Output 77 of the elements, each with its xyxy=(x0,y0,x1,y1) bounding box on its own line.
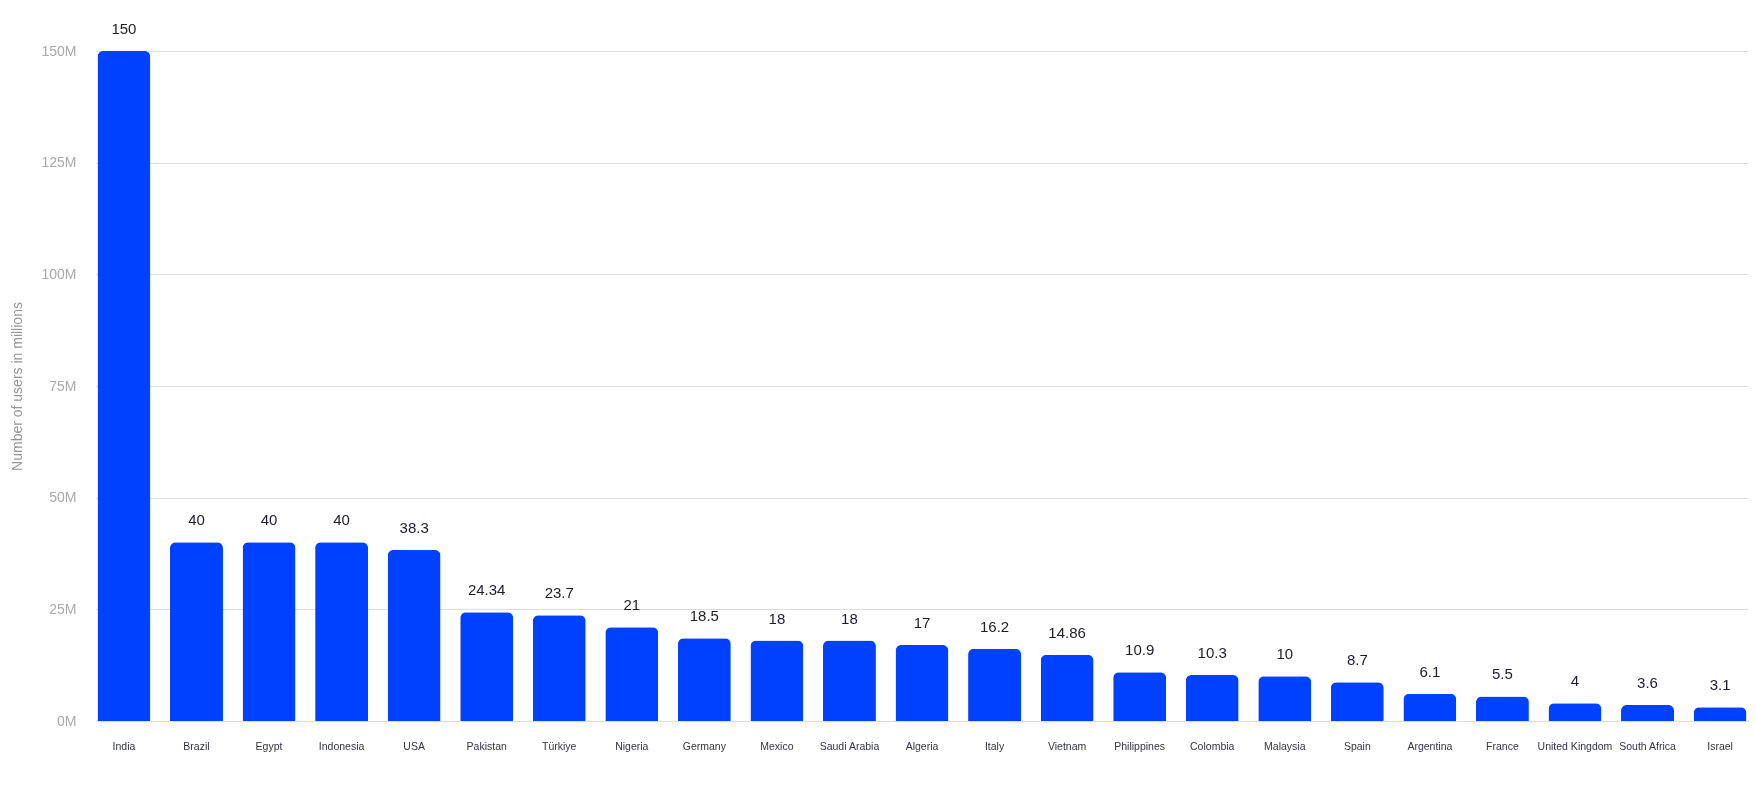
x-tick-label: Indonesia xyxy=(318,739,365,752)
data-label: 17 xyxy=(913,614,931,632)
x-tick-label: Italy xyxy=(984,739,1005,752)
data-label: 40 xyxy=(333,511,350,529)
x-tick-label: Mexico xyxy=(760,739,794,752)
data-label: 3.6 xyxy=(1637,673,1658,691)
bar xyxy=(1040,654,1094,721)
bar xyxy=(822,640,876,721)
bar xyxy=(315,542,369,721)
data-label: 150 xyxy=(111,20,137,37)
bar xyxy=(605,627,659,721)
x-tick-label: United Kingdom xyxy=(1537,739,1613,752)
bar xyxy=(532,615,586,721)
x-tick-label: Israel xyxy=(1707,739,1733,752)
x-tick-label: Argentina xyxy=(1407,739,1453,752)
bar xyxy=(1475,696,1529,721)
x-tick-label: Saudi Arabia xyxy=(819,739,880,752)
bar xyxy=(1621,704,1674,721)
data-label: 3.1 xyxy=(1709,676,1731,694)
x-tick-label: Philippines xyxy=(1114,739,1166,752)
bar xyxy=(170,542,223,721)
y-tick-label: 0M xyxy=(57,712,77,729)
bar xyxy=(1113,672,1167,721)
y-tick-label: 25M xyxy=(49,600,77,617)
data-label: 18 xyxy=(841,609,858,627)
x-tick-label: Brazil xyxy=(183,739,210,752)
data-label: 16.2 xyxy=(979,617,1010,635)
x-tick-label: India xyxy=(112,739,136,752)
data-label: 21 xyxy=(623,596,641,614)
x-tick-label: USA xyxy=(403,739,425,752)
x-tick-label: Spain xyxy=(1343,739,1371,752)
bar xyxy=(97,51,151,721)
bar xyxy=(750,640,804,721)
y-tick-label: 50M xyxy=(49,489,77,506)
bar xyxy=(1693,707,1747,721)
bar xyxy=(968,648,1022,721)
x-tick-label: Nigeria xyxy=(615,739,649,752)
data-label: 4 xyxy=(1570,672,1580,690)
bar xyxy=(1185,674,1239,721)
data-label: 10.9 xyxy=(1125,641,1155,659)
data-label: 23.7 xyxy=(544,584,574,602)
data-label: 18.5 xyxy=(689,607,719,625)
y-tick-label: 100M xyxy=(41,265,77,282)
data-label: 8.7 xyxy=(1346,651,1368,669)
data-label: 10 xyxy=(1276,645,1294,663)
x-tick-label: Germany xyxy=(682,739,727,752)
x-tick-label: Pakistan xyxy=(466,739,507,752)
y-tick-label: 150M xyxy=(41,42,77,59)
data-label: 5.5 xyxy=(1491,665,1513,683)
bar xyxy=(460,612,514,721)
bar xyxy=(895,645,949,721)
data-label: 6.1 xyxy=(1419,662,1441,680)
bar xyxy=(677,638,731,721)
data-label: 40 xyxy=(260,511,278,529)
x-tick-label: Egypt xyxy=(255,739,283,752)
y-tick-label: 75M xyxy=(49,377,77,394)
bar xyxy=(242,542,296,721)
data-label: 14.86 xyxy=(1048,623,1086,641)
y-axis-title: Number of users in millions xyxy=(9,302,26,471)
x-tick-label: France xyxy=(1486,739,1519,752)
data-label: 10.3 xyxy=(1197,643,1227,661)
y-tick-label: 125M xyxy=(41,154,77,171)
x-tick-label: South Africa xyxy=(1619,739,1676,752)
x-tick-label: Vietnam xyxy=(1047,739,1087,752)
bar xyxy=(1330,682,1384,721)
data-label: 38.3 xyxy=(399,518,429,536)
bar xyxy=(1548,703,1602,721)
bar xyxy=(1258,676,1312,721)
data-label: 24.34 xyxy=(467,581,506,599)
data-label: 40 xyxy=(188,511,205,529)
bar xyxy=(387,549,441,721)
x-tick-label: Türkiye xyxy=(542,739,577,752)
data-label: 18 xyxy=(768,609,786,627)
x-tick-label: Algeria xyxy=(905,739,939,752)
x-tick-label: Colombia xyxy=(1190,739,1235,752)
bar xyxy=(1403,693,1457,721)
x-tick-label: Malaysia xyxy=(1264,739,1306,752)
